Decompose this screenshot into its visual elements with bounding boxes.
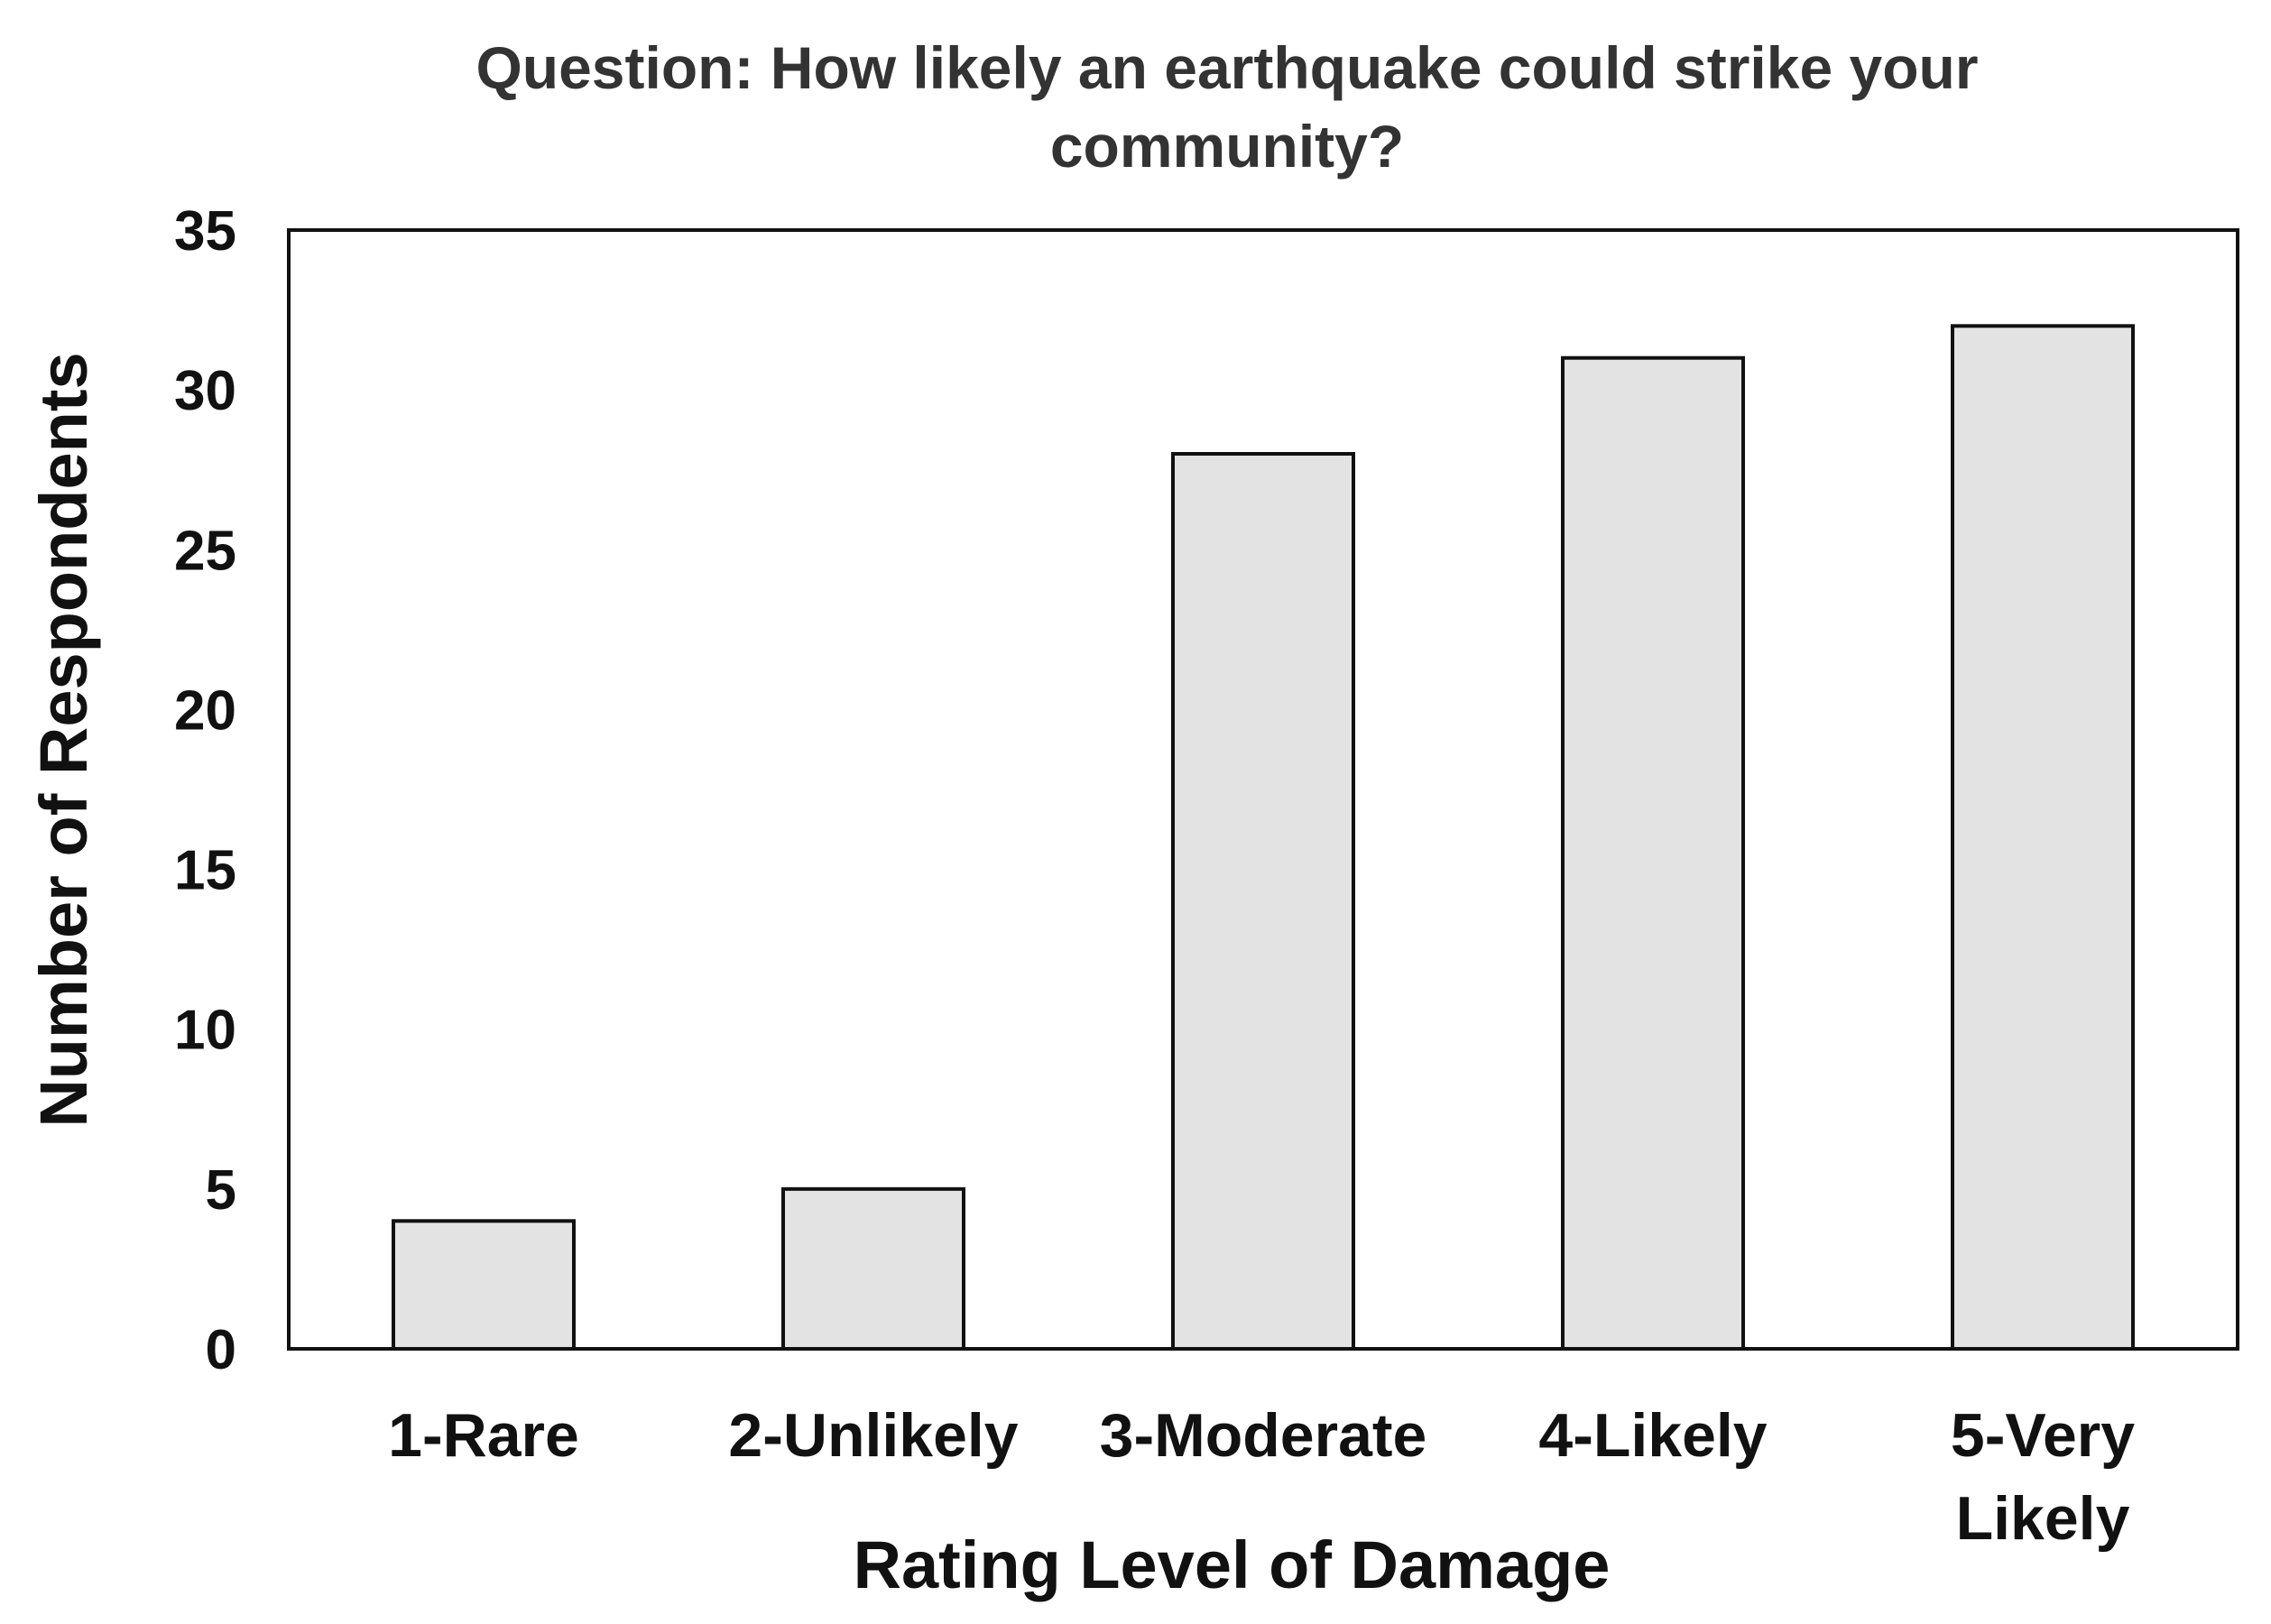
x-tick-label: 2-Unlikely [728, 1401, 1018, 1470]
x-tick-label: 1-Rare [388, 1401, 579, 1470]
y-axis-title: Number of Respondents [26, 352, 101, 1127]
x-tick-label: 5-Very [1951, 1401, 2135, 1470]
y-tick-label: 5 [206, 1159, 236, 1222]
y-tick-label: 25 [174, 520, 236, 582]
y-tick-label: 30 [174, 360, 236, 422]
x-axis-title: Rating Level of Damage [854, 1527, 1611, 1602]
chart-title-line: Question: How likely an earthquake could… [475, 34, 1978, 101]
x-tick-label: 3-Moderate [1100, 1401, 1427, 1470]
x-axis-ticks: 1-Rare 2-Unlikely 3-Moderate 4-Likely 5-Very… [388, 1401, 2135, 1553]
bar [392, 1219, 576, 1352]
y-axis-ticks: 0 5 10 15 20 25 30 35 [174, 200, 236, 1381]
bars [392, 324, 2135, 1352]
x-tick-label: 4-Likely [1538, 1401, 1767, 1470]
y-tick-label: 15 [174, 840, 236, 902]
chart-title-line: community? [1050, 113, 1404, 180]
y-tick-label: 35 [174, 200, 236, 263]
bar [781, 1186, 965, 1352]
bar [1951, 324, 2135, 1351]
chart-title: Question: How likely an earthquake could… [475, 34, 1978, 180]
y-tick-label: 20 [174, 679, 236, 742]
x-tick-label: Likely [1956, 1484, 2130, 1553]
y-tick-label: 10 [174, 1000, 236, 1062]
bar [1561, 355, 1745, 1352]
y-tick-label: 0 [206, 1319, 236, 1381]
bar [1171, 452, 1355, 1351]
